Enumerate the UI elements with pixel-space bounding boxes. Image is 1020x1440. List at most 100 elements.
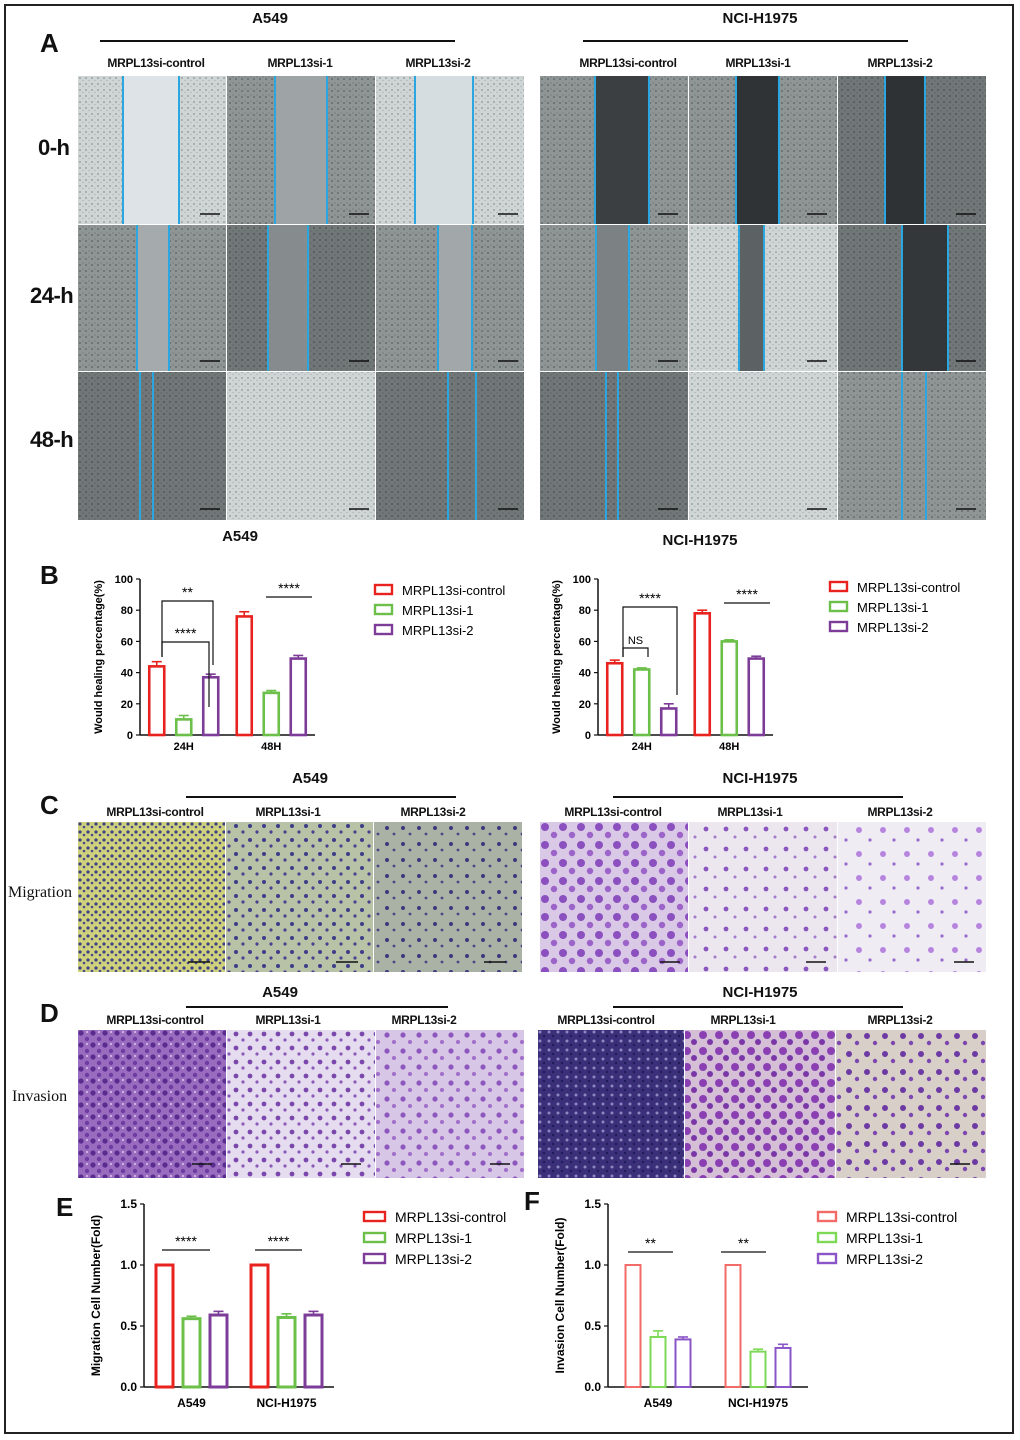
y-tick-label: 0.0 (120, 1380, 137, 1394)
y-tick-label: 60 (121, 636, 133, 648)
d-a549-group-1: MRPL13si-1 (255, 1013, 321, 1027)
invasion-images-h1975 (538, 1030, 986, 1178)
legend-label: MRPL13si-control (857, 580, 960, 595)
d-a549-group-2: MRPL13si-2 (391, 1013, 457, 1027)
a-h1975-line (583, 40, 908, 42)
a-h1975-header: NCI-H1975 (722, 10, 798, 27)
legend-label: MRPL13si-2 (857, 620, 929, 635)
x-tick-label: NCI-H1975 (256, 1396, 316, 1410)
y-axis-label: Invasion Cell Number(Fold) (553, 1217, 567, 1373)
y-tick-label: 60 (579, 636, 591, 648)
bar (749, 1350, 767, 1388)
chart-b-h1975: 0 20 40 60 80 100 Would healing percentage(%) 2… (551, 574, 960, 753)
scratch-grid-h1975 (540, 76, 986, 520)
invasion-images-a549 (78, 1030, 524, 1178)
y-tick-label: 0 (585, 730, 591, 742)
y-tick-label: 40 (121, 668, 133, 680)
migration-h1975-si1 (689, 822, 837, 972)
a-a549-group-control: MRPL13si-control (107, 56, 205, 70)
a-a549-header: A549 (252, 10, 288, 27)
invasion-h1975-si2 (836, 1030, 986, 1178)
bar (249, 1263, 270, 1389)
b-chart-title-a549: A549 (222, 528, 258, 545)
y-tick-label: 1.0 (584, 1258, 601, 1272)
figure-frame (4, 4, 1014, 1434)
sig-b2-24h-si1-label: NS (628, 635, 643, 647)
c-a549-group-control: MRPL13si-control (106, 805, 204, 819)
c-a549-line (186, 796, 456, 798)
scratch-h1975-48h-si1 (689, 372, 837, 520)
bar (693, 612, 712, 737)
y-tick-label: 80 (121, 605, 133, 617)
bar (747, 657, 766, 737)
row-label-48h: 48-h (30, 427, 74, 452)
sig-b1-24h-si2 (161, 600, 214, 665)
bar (605, 661, 624, 737)
y-tick-label: 100 (573, 574, 591, 586)
sig-b1-24h-si1 (161, 641, 210, 707)
sig-b1-24h-si1-label: **** (175, 625, 197, 641)
bar (659, 707, 678, 737)
c-h1975-group-control: MRPL13si-control (564, 805, 662, 819)
panel-letter-e: E (56, 1192, 74, 1222)
sig-b2-24h-si2 (622, 606, 678, 695)
a-h1975-group-2: MRPL13si-2 (867, 56, 933, 70)
d-h1975-group-control: MRPL13si-control (557, 1013, 655, 1027)
invasion-a549-si1 (227, 1030, 375, 1178)
y-tick-label: 0.5 (584, 1319, 601, 1333)
sig-b1-24h-si2-label: ** (182, 584, 193, 600)
bar (289, 657, 308, 737)
a-a549-line (100, 40, 455, 42)
bar (174, 718, 193, 737)
d-a549-group-control: MRPL13si-control (106, 1013, 204, 1027)
sig-f-h1975-label: ** (738, 1235, 749, 1251)
migration-a549-control (78, 822, 225, 972)
y-tick-label: 1.5 (584, 1197, 601, 1211)
chart-e-migration: 0.0 0.5 1.0 1.5 Migration Cell Number(Fold) A… (89, 1197, 506, 1410)
legend-label: MRPL13si-control (846, 1209, 957, 1225)
x-tick-label: 24H (632, 741, 652, 753)
legend-swatch (362, 1252, 387, 1265)
legend-swatch (816, 1210, 838, 1223)
bar (181, 1317, 202, 1389)
migration-a549-si2 (374, 822, 522, 972)
legend-label: MRPL13si-2 (402, 623, 474, 638)
invasion-a549-si2 (376, 1030, 524, 1178)
panel-letter-a: A (40, 28, 59, 58)
scratch-h1975-48h-control (540, 372, 688, 520)
d-a549-header: A549 (262, 984, 298, 1001)
sig-e-a549-label: **** (175, 1233, 197, 1249)
panel-letter-f: F (524, 1186, 540, 1216)
bar (303, 1313, 324, 1389)
chart-b-a549: 0 20 40 60 80 100 Would healing percentage(%) 2… (93, 574, 505, 753)
x-tick-label: 24H (174, 741, 194, 753)
invasion-label: Invasion (12, 1088, 68, 1105)
y-tick-label: 20 (579, 699, 591, 711)
y-axis-label: Would healing percentage(%) (551, 580, 563, 734)
invasion-h1975-control (538, 1030, 684, 1178)
c-h1975-group-1: MRPL13si-1 (717, 805, 783, 819)
legend-label: MRPL13si-1 (846, 1230, 923, 1246)
b-chart-title-h1975: NCI-H1975 (662, 532, 738, 549)
bar (147, 665, 166, 737)
bar (674, 1338, 692, 1388)
c-a549-group-1: MRPL13si-1 (255, 805, 321, 819)
sig-f-a549-label: ** (645, 1235, 656, 1251)
scratch-grid-a549 (78, 76, 524, 520)
y-tick-label: 20 (121, 699, 133, 711)
migration-images-h1975 (540, 822, 986, 972)
c-a549-group-2: MRPL13si-2 (400, 805, 466, 819)
migration-images-a549 (78, 822, 522, 972)
c-h1975-header: NCI-H1975 (722, 770, 798, 787)
x-tick-label: 48H (261, 741, 281, 753)
y-tick-label: 80 (579, 605, 591, 617)
y-axis-label: Would healing percentage(%) (93, 580, 105, 734)
c-h1975-line (613, 796, 903, 798)
legend-swatch (362, 1231, 387, 1244)
y-tick-label: 1.5 (120, 1197, 137, 1211)
c-a549-header: A549 (292, 770, 328, 787)
sig-b2-48h-label: **** (736, 586, 758, 602)
y-tick-label: 0.0 (584, 1380, 601, 1394)
legend-label: MRPL13si-control (395, 1209, 506, 1225)
scratch-a549-48h-si1 (227, 372, 375, 520)
